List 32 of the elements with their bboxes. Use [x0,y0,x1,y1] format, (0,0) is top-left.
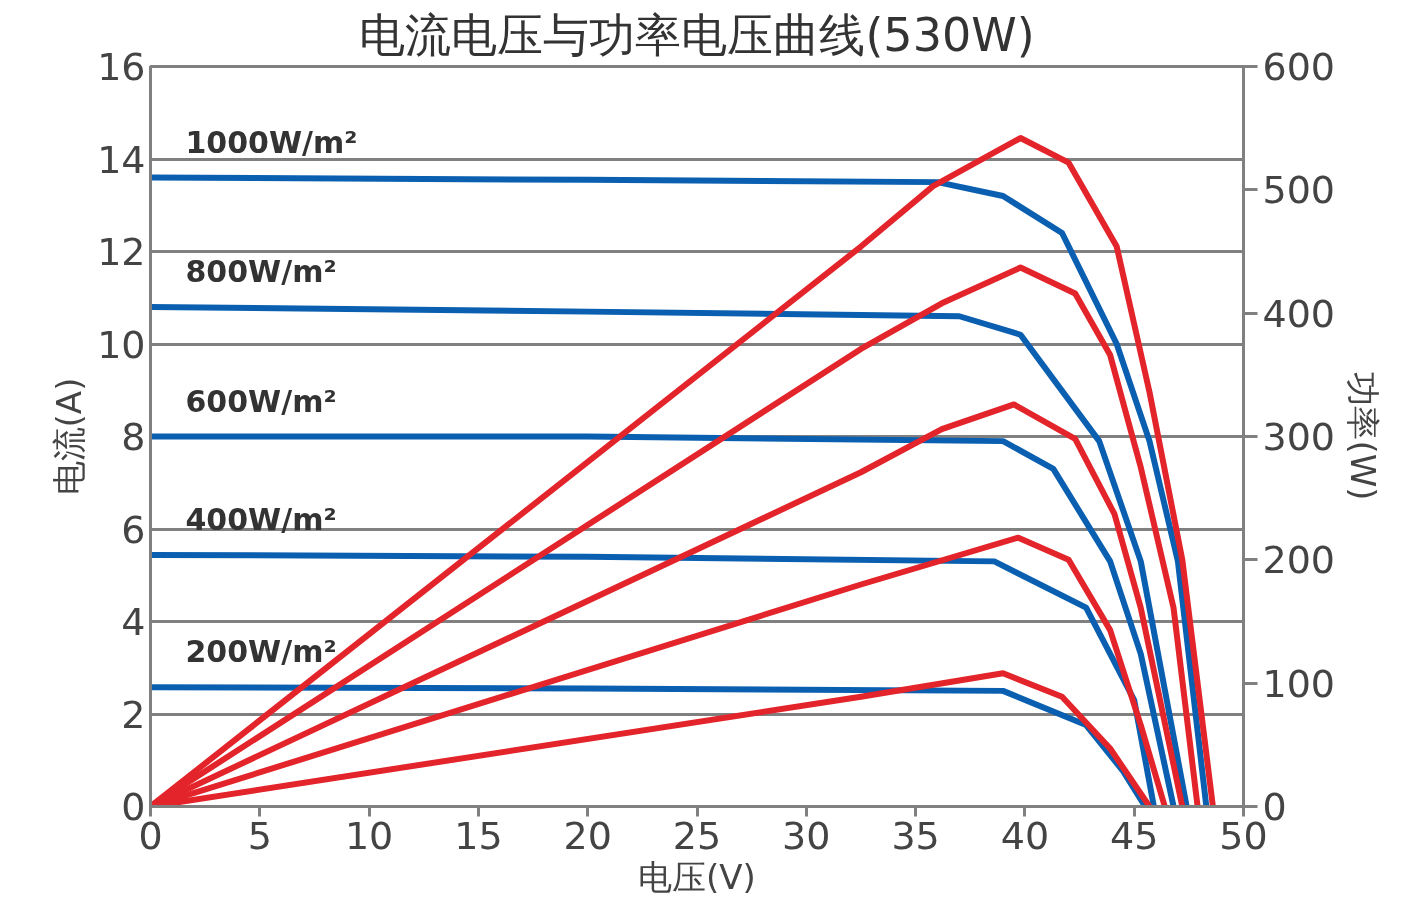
y-tick-label: 12 [97,230,146,274]
x-tick-label: 15 [454,813,503,858]
annotation: 800W/m² [185,254,337,289]
y-axis-title: 电流(A) [49,377,90,496]
y-tick-label: 14 [97,137,146,182]
x-tick-label: 10 [344,813,394,858]
x-tick-label: 20 [563,813,612,858]
y2-tick-label: 400 [1262,291,1336,336]
annotation: 1000W/m² [185,124,358,160]
annotation: 600W/m² [185,383,337,419]
y2-tick-label: 500 [1262,168,1336,213]
x-tick-label: 5 [247,813,272,858]
chart-title: 电流电压与功率电压曲线(530W) [359,7,1035,62]
x-tick-label: 35 [891,813,940,858]
y-tick-label: 16 [97,45,146,89]
y2-tick-label: 100 [1262,661,1336,706]
annotation: 200W/m² [185,634,337,670]
x-axis-title: 电压(V) [638,856,756,897]
y-tick-label: 2 [121,692,146,737]
x-tick-label: 45 [1110,813,1159,858]
y-tick-label: 6 [121,507,146,552]
y-tick-label: 4 [121,600,146,644]
y2-tick-label: 200 [1262,538,1336,583]
y-tick-label: 10 [97,322,146,367]
y2-axis-title: 功率(W) [1343,372,1384,501]
x-tick-label: 30 [782,813,831,858]
y2-tick-label: 600 [1262,45,1336,89]
y2-tick-label: 300 [1262,415,1336,459]
annotation: 400W/m² [185,501,337,537]
x-tick-label: 25 [672,813,722,858]
y-tick-label: 8 [121,415,146,459]
x-tick-label: 40 [1000,813,1050,858]
